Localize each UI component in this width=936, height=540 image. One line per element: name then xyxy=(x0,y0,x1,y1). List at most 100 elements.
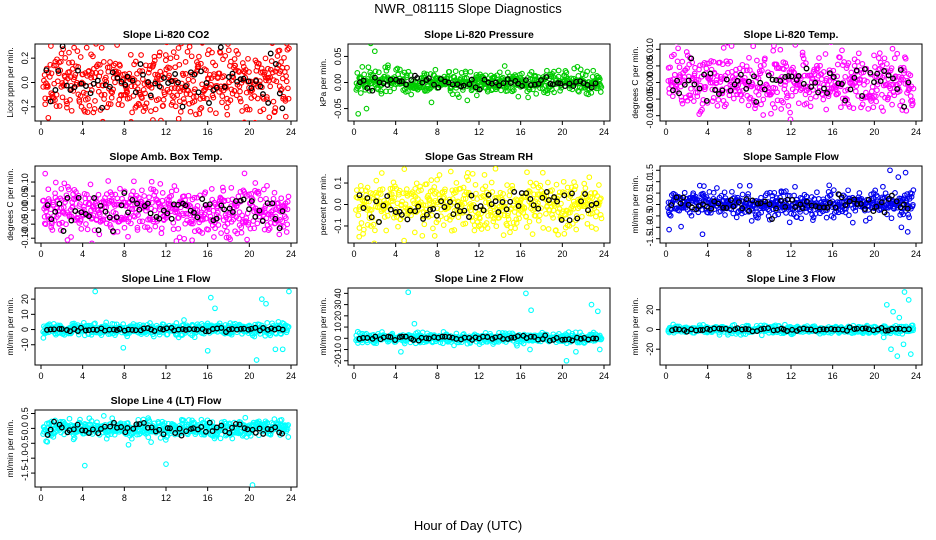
reference-point xyxy=(95,227,102,234)
data-point xyxy=(683,49,690,55)
reference-point xyxy=(260,91,266,98)
data-point xyxy=(172,103,179,110)
data-point xyxy=(368,206,375,213)
data-point xyxy=(125,233,131,240)
reference-point xyxy=(851,74,858,81)
reference-point xyxy=(132,89,139,96)
data-point xyxy=(283,78,290,85)
reference-point xyxy=(792,204,799,210)
data-point xyxy=(146,227,153,233)
reference-point xyxy=(838,194,845,201)
data-point xyxy=(212,225,218,232)
data-point xyxy=(260,106,267,113)
reference-point xyxy=(380,202,387,209)
y-axis-label: ml/min per min. xyxy=(318,297,328,355)
data-point xyxy=(865,106,872,112)
reference-point xyxy=(808,83,815,90)
data-point xyxy=(411,229,418,236)
data-point xyxy=(212,62,219,69)
data-point xyxy=(172,64,179,71)
reference-point xyxy=(476,86,483,93)
data-point xyxy=(241,119,247,121)
reference-point xyxy=(63,327,70,333)
data-point xyxy=(874,87,880,94)
reference-point xyxy=(680,194,687,201)
data-point xyxy=(510,219,517,226)
data-point xyxy=(701,86,708,93)
x-tick-label: 16 xyxy=(203,371,213,381)
data-point xyxy=(264,94,270,100)
data-point xyxy=(729,188,735,195)
reference-point xyxy=(757,79,764,86)
data-point xyxy=(158,225,165,232)
y-tick-label: 0.0 xyxy=(645,198,655,211)
reference-point xyxy=(897,66,904,73)
reference-point xyxy=(743,85,750,92)
y-tick-label: 0.05 xyxy=(20,187,30,205)
data-point xyxy=(198,60,204,67)
x-tick-label: 4 xyxy=(80,371,85,381)
data-point xyxy=(260,186,267,193)
data-point xyxy=(246,69,252,75)
data-point xyxy=(92,201,99,207)
reference-point xyxy=(51,326,57,333)
y-tick-label: -0.05 xyxy=(20,214,30,235)
data-point xyxy=(169,99,176,106)
data-point xyxy=(271,189,278,196)
reference-point xyxy=(492,198,499,205)
data-point xyxy=(555,231,562,238)
data-point xyxy=(523,224,530,230)
y-tick-label: 10 xyxy=(333,322,343,332)
data-point xyxy=(135,128,140,133)
reference-point xyxy=(160,74,167,81)
data-point xyxy=(462,220,469,227)
data-point xyxy=(499,196,506,203)
data-point xyxy=(181,235,188,242)
x-tick-label: 20 xyxy=(244,371,254,381)
data-point xyxy=(247,225,254,232)
data-point xyxy=(238,224,245,231)
data-point xyxy=(888,65,895,71)
data-point xyxy=(799,52,806,59)
data-point xyxy=(139,187,145,194)
reference-point xyxy=(539,194,546,201)
data-point xyxy=(270,98,277,105)
reference-point xyxy=(569,190,575,197)
data-point xyxy=(891,55,898,62)
data-point xyxy=(152,223,159,230)
data-point xyxy=(187,91,194,98)
reference-point xyxy=(229,70,236,77)
y-tick-label: -0.5 xyxy=(645,208,655,224)
reference-point xyxy=(894,86,901,92)
data-point xyxy=(809,211,815,218)
reference-point xyxy=(719,87,726,94)
data-point xyxy=(593,226,599,232)
data-point xyxy=(737,182,743,189)
data-point xyxy=(285,323,292,330)
data-point xyxy=(148,84,155,91)
data-point xyxy=(361,71,368,78)
data-point xyxy=(504,212,511,219)
y-tick-label: -0.005 xyxy=(645,86,655,112)
reference-point xyxy=(450,211,457,218)
data-point xyxy=(82,108,88,115)
data-point xyxy=(478,226,485,232)
data-point xyxy=(844,86,851,93)
reference-point xyxy=(75,67,81,74)
data-point xyxy=(233,214,240,220)
data-point xyxy=(187,108,194,115)
data-point xyxy=(381,214,388,220)
data-point xyxy=(750,44,757,50)
reference-point xyxy=(441,204,448,210)
reference-point xyxy=(157,325,164,332)
reference-point xyxy=(190,209,197,216)
panel-title: Slope Sample Flow xyxy=(743,151,840,163)
reference-point xyxy=(199,196,206,202)
outlier-point xyxy=(371,48,378,55)
y-tick-label: 0.000 xyxy=(645,71,655,94)
data-point xyxy=(209,49,215,56)
data-point xyxy=(182,71,189,77)
data-point xyxy=(849,219,856,226)
data-point xyxy=(417,183,423,190)
reference-point xyxy=(507,79,514,86)
